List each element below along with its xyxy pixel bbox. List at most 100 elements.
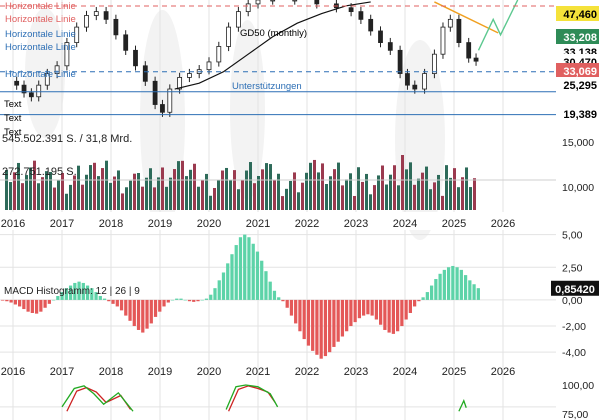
macd-bar [213, 288, 217, 300]
volume-bar [289, 180, 292, 210]
macd-tick: -2,00 [562, 321, 586, 333]
candle-body [412, 84, 418, 90]
volume-bar [473, 178, 476, 210]
candle-body [74, 26, 80, 43]
macd-bar [404, 299, 408, 320]
volume-bar [205, 173, 208, 210]
volume-bar [317, 172, 320, 210]
volume-max-label: 545.502.391 S. / 31,8 Mrd. [2, 133, 132, 145]
macd-bar [362, 299, 366, 316]
macd-bar [298, 299, 302, 332]
volume-bar [145, 177, 148, 210]
candle-body [206, 61, 212, 71]
volume-bar [441, 195, 444, 210]
macd-bar [187, 299, 192, 302]
macd-bar [277, 297, 281, 300]
macd-bar [387, 299, 391, 333]
macd-bar [289, 299, 294, 316]
macd-bar [468, 280, 472, 300]
volume-bar [69, 184, 72, 210]
x-tick-label: 2021 [246, 218, 270, 230]
volume-bar [449, 177, 452, 210]
candle-body [103, 11, 109, 20]
volume-bar [213, 187, 216, 210]
candle-body [245, 3, 251, 13]
volume-bar [245, 170, 248, 210]
volume-bar [341, 185, 344, 210]
volume-bar [201, 180, 204, 210]
volume-bar [421, 172, 424, 210]
macd-bar [132, 299, 136, 327]
volume-bar [369, 194, 372, 210]
macd-bar [43, 299, 47, 308]
price-label-box [556, 63, 599, 78]
annotation-text: Text [4, 113, 22, 124]
macd-bar [149, 299, 153, 324]
candle-body [255, 0, 261, 5]
macd-bar [349, 299, 353, 327]
volume-bar [21, 183, 24, 210]
volume-bar [237, 189, 240, 210]
volume-bar [209, 195, 212, 210]
volume-bar [253, 183, 256, 210]
macd-bar [107, 299, 111, 302]
macd-bar [383, 299, 387, 330]
volume-bar [461, 177, 464, 210]
x-tick-label: 2023 [344, 366, 368, 378]
macd-bar [353, 299, 357, 323]
candle-body [186, 73, 192, 78]
volume-bar [13, 172, 16, 210]
candle-body [447, 18, 453, 28]
macd-bar [170, 299, 175, 301]
volume-bar [345, 179, 348, 210]
candle-body [44, 73, 50, 86]
macd-bar [446, 267, 451, 300]
volume-tick: 15,000 [562, 137, 594, 149]
candle-body [292, 0, 298, 2]
volume-bar [117, 170, 120, 210]
candle-body [473, 57, 479, 62]
volume-bar [361, 181, 364, 210]
candle-body [36, 84, 42, 98]
volume-bar [433, 182, 436, 210]
forecast-line [477, 0, 519, 51]
macd-bar [429, 285, 434, 300]
candle-body [314, 0, 320, 5]
volume-bar [157, 177, 160, 210]
x-tick-label: 2020 [197, 218, 221, 230]
macd-bar [455, 267, 459, 300]
macd-bar [136, 299, 141, 330]
macd-bar [64, 288, 68, 300]
macd-bar [340, 299, 345, 337]
volume-bar [381, 165, 384, 210]
volume-bar [101, 168, 104, 210]
volume-bar [321, 163, 324, 210]
macd-bar [179, 298, 183, 300]
oscillator-line [61, 385, 134, 412]
macd-title: MACD Histogramm: 12 | 26 | 9 [4, 286, 140, 297]
macd-bar [111, 299, 115, 304]
macd-bar [30, 299, 34, 313]
volume-bar [349, 173, 352, 210]
macd-tick: -4,00 [562, 347, 586, 359]
volume-bar [257, 175, 260, 210]
candle-body [167, 88, 173, 113]
x-tick-label: 2022 [295, 366, 319, 378]
macd-bar [294, 299, 298, 324]
volume-bar [181, 160, 184, 210]
price-label-box [556, 106, 599, 121]
macd-bar [119, 299, 124, 311]
volume-bar [45, 171, 48, 210]
volume-bar [337, 162, 340, 210]
volume-bar [365, 173, 368, 210]
candle-body [422, 73, 428, 90]
volume-bar [17, 162, 20, 210]
macd-bar [5, 299, 9, 302]
volume-bar [89, 165, 92, 210]
macd-bar [306, 299, 311, 346]
macd-last-value-box [551, 280, 599, 296]
volume-bar [393, 165, 396, 210]
volume-bar [413, 184, 416, 210]
volume-bar [405, 169, 408, 210]
macd-bar [183, 299, 187, 301]
